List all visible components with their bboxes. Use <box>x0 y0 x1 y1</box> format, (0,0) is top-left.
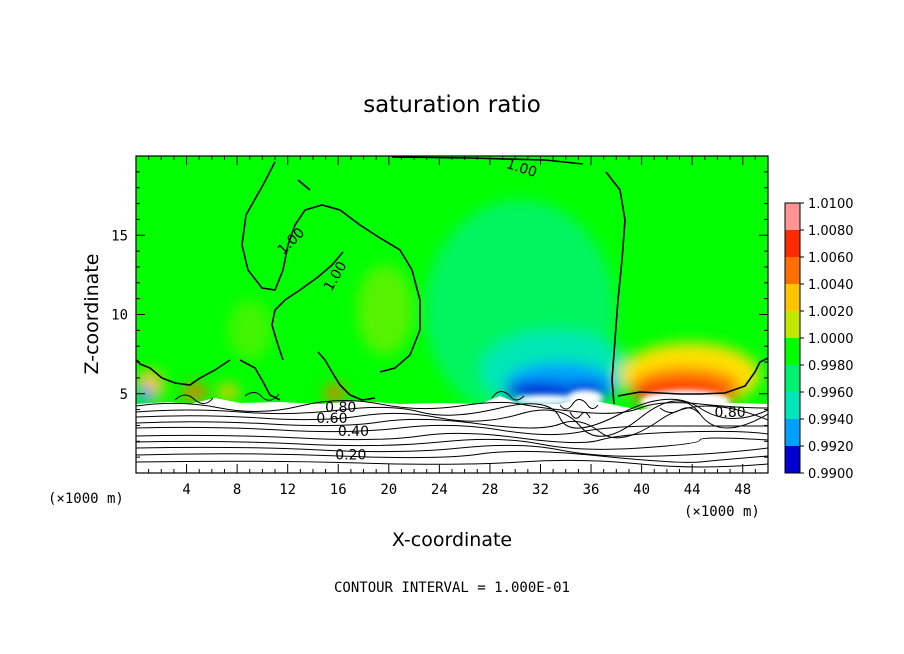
x-tick-label: 16 <box>330 482 347 498</box>
contour-1.00-lines <box>136 156 768 405</box>
colorbar-swatch <box>785 284 800 311</box>
x-tick-label: 4 <box>182 482 190 498</box>
colorbar-swatch <box>785 338 800 365</box>
colorbar-swatch <box>785 311 800 338</box>
contour-wiggles <box>174 391 701 419</box>
y-tick-label: 10 <box>111 308 128 324</box>
x-tick-label: 12 <box>279 482 296 498</box>
colorbar-swatch <box>785 257 800 284</box>
x-axis-ticks: 4 8 12 16 20 24 28 32 36 40 44 48 <box>148 156 756 498</box>
y-tick-label: 5 <box>120 387 128 403</box>
contour-interval-note: CONTOUR INTERVAL = 1.000E-01 <box>334 580 570 596</box>
colorbar-label: 0.9900 <box>808 467 854 482</box>
colorbar: 1.0100 1.0080 1.0060 1.0040 1.0020 1.0000 0.99… <box>784 197 854 482</box>
x-unit-label-right: (×1000 m) <box>684 504 760 520</box>
colorbar-label: 1.0040 <box>808 278 854 293</box>
x-tick-label: 40 <box>633 482 650 498</box>
y-axis-label: Z-coordinate <box>81 254 103 375</box>
contour-label: 0.80 <box>714 405 745 421</box>
colorbar-label: 0.9920 <box>808 440 854 455</box>
dry-layer <box>136 396 768 473</box>
colorbar-label: 0.9980 <box>808 359 854 374</box>
contour-lower-lines <box>136 398 768 468</box>
y-tick-label: 15 <box>111 228 128 244</box>
x-axis-label: X-coordinate <box>392 529 512 551</box>
contour-label: 0.80 <box>325 400 356 416</box>
colorbar-label: 1.0080 <box>808 224 854 239</box>
x-tick-label: 36 <box>583 482 600 498</box>
contour-label: 0.20 <box>335 448 366 464</box>
colorbar-label: 1.0100 <box>808 197 854 212</box>
colorbar-swatch <box>785 446 800 473</box>
colorbar-label: 1.0000 <box>808 332 854 347</box>
colorbar-label: 0.9940 <box>808 413 854 428</box>
colorbar-swatch <box>785 230 800 257</box>
colorbar-label: 1.0020 <box>808 305 854 320</box>
x-tick-label: 44 <box>684 482 701 498</box>
chart-title: saturation ratio <box>363 92 541 118</box>
colorbar-swatch <box>785 365 800 392</box>
contour-label: 0.60 <box>316 411 347 427</box>
plot-area: 1.001.001.000.800.600.400.200.80 <box>136 156 768 473</box>
x-tick-label: 24 <box>431 482 448 498</box>
colorbar-swatch <box>785 203 800 230</box>
colorbar-swatch <box>785 392 800 419</box>
x-tick-label: 28 <box>481 482 498 498</box>
x-unit-label-left: (×1000 m) <box>48 491 124 507</box>
x-tick-label: 20 <box>380 482 397 498</box>
colorbar-label: 1.0060 <box>808 251 854 266</box>
x-tick-label: 8 <box>233 482 241 498</box>
colorbar-swatch <box>785 419 800 446</box>
x-tick-label: 32 <box>532 482 549 498</box>
y-axis-ticks: 5 10 15 <box>111 171 768 458</box>
x-tick-label: 48 <box>734 482 751 498</box>
colorbar-label: 0.9960 <box>808 386 854 401</box>
contour-label: 0.40 <box>338 424 369 440</box>
